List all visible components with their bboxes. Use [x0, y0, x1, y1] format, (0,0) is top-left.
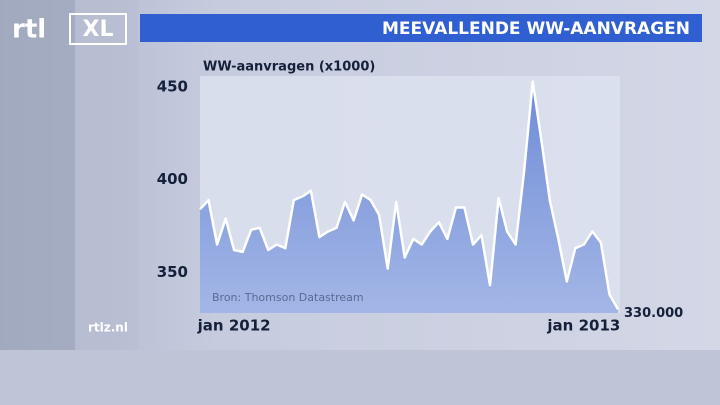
area-fill [200, 81, 618, 313]
value-label: 330.000 [624, 306, 683, 321]
title-banner [140, 14, 702, 42]
y-tick-label: 400 [157, 170, 188, 188]
source-label: Bron: Thomson Datastream [212, 291, 364, 304]
x-tick-label: jan 2012 [197, 317, 271, 335]
logo-box [69, 13, 127, 45]
chart-title: MEEVALLENDE WW-AANVRAGEN [382, 19, 690, 39]
y-axis-label: WW-aanvragen (x1000) [203, 60, 375, 75]
site-label: rtlz.nl [88, 321, 128, 335]
logo-rtl: rtl [12, 15, 46, 45]
x-tick-label: jan 2013 [546, 317, 620, 335]
bottom-band [0, 350, 720, 405]
y-tick-label: 350 [157, 263, 188, 281]
logo-xl: XL [83, 17, 114, 42]
side-stripe [88, 0, 138, 405]
y-tick-label: 450 [157, 78, 188, 96]
line [199, 80, 620, 310]
side-stripe [0, 0, 75, 405]
